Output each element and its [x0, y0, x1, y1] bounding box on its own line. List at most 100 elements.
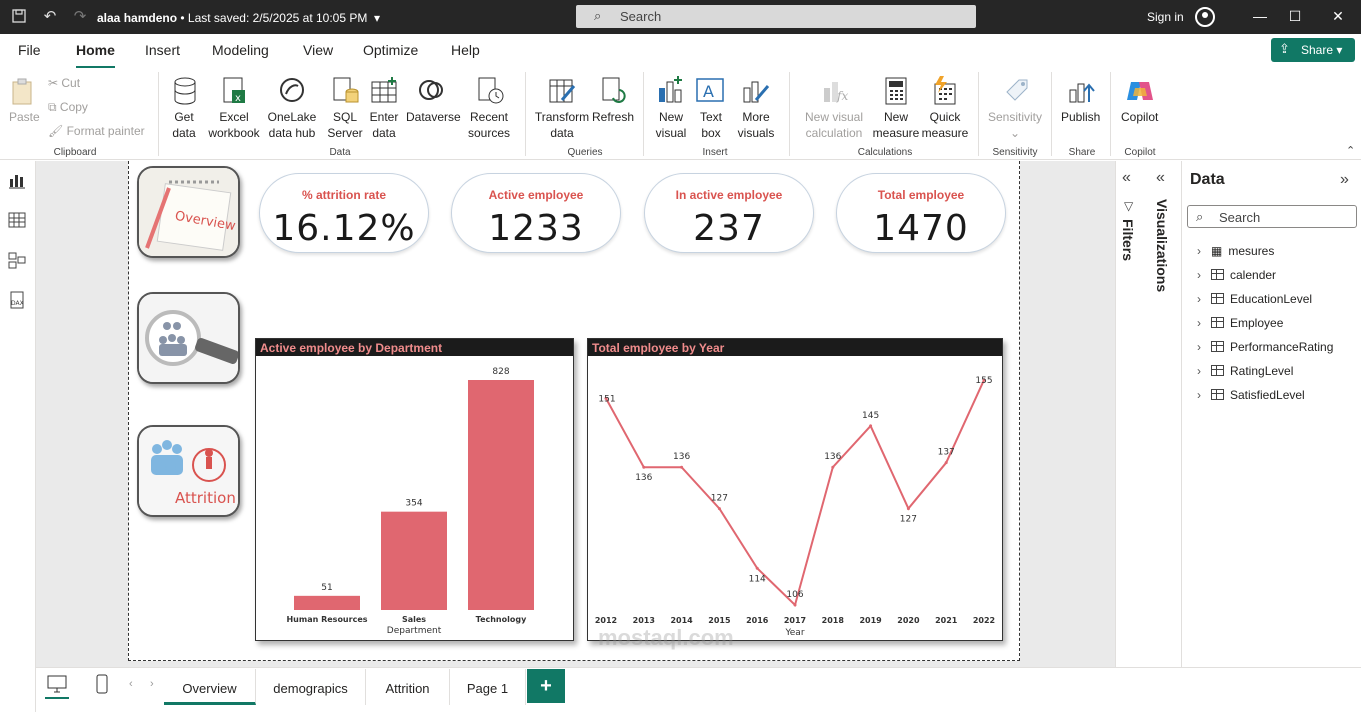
bar-chart-active-by-department[interactable]: Active employee by Department 51 Human Re…	[255, 338, 574, 641]
page-tab-overview[interactable]: Overview	[164, 669, 256, 705]
kpi-card-inactive-employee[interactable]: In active employee 237	[644, 173, 814, 253]
data-search-input[interactable]: ⌕ Search	[1187, 205, 1357, 228]
cut-button[interactable]: ✂ Cut	[48, 75, 80, 91]
recent-sources-button[interactable]: Recent sources	[467, 110, 511, 140]
get-data-button[interactable]: Get data	[166, 109, 202, 141]
maximize-icon[interactable]: ☐	[1288, 8, 1302, 24]
line-chart-total-by-year[interactable]: Total employee by Year 151 2012 136 2013 136…	[587, 338, 1003, 641]
kpi-label: Active employee	[488, 188, 584, 202]
menu-insert[interactable]: Insert	[145, 42, 181, 58]
tree-item-satisfiedlevel[interactable]: › SatisfiedLevel	[1197, 388, 1305, 402]
bar	[468, 380, 534, 610]
tree-item-employee[interactable]: › Employee	[1197, 316, 1283, 330]
menu-view[interactable]: View	[303, 42, 334, 58]
expand-pane-icon[interactable]: »	[1340, 171, 1349, 188]
new-visual-calculation-button[interactable]: New visual calculation	[804, 110, 864, 140]
kpi-value: 1470	[873, 208, 969, 249]
chevron-down-icon: ▾	[370, 11, 381, 25]
onelake-button[interactable]: OneLake data hub	[267, 110, 317, 140]
scroll-left-icon[interactable]: ‹	[129, 678, 133, 690]
cut-icon: ✂	[48, 76, 62, 90]
ribbon-divider	[1051, 72, 1052, 156]
data-point	[869, 424, 873, 428]
transform-data-button[interactable]: Transform data	[534, 110, 590, 140]
new-visual-button[interactable]: New visual	[655, 110, 687, 140]
search-bar[interactable]: ⌕ Search	[576, 5, 976, 28]
collapse-filters-icon[interactable]: «	[1122, 169, 1131, 186]
data-label: 114	[749, 574, 766, 584]
mobile-layout-icon[interactable]	[96, 674, 108, 699]
ribbon-divider	[158, 72, 159, 156]
kpi-card-total-employee[interactable]: Total employee 1470	[836, 173, 1006, 253]
get-data-label: Get data	[172, 110, 196, 140]
x-tick-label: Human Resources	[286, 615, 367, 624]
menu-optimize[interactable]: Optimize	[363, 42, 419, 58]
new-visual-icon	[657, 76, 685, 106]
onelake-icon	[278, 76, 306, 106]
excel-workbook-button[interactable]: Excel workbook	[208, 110, 260, 140]
format-painter-button[interactable]: 🖌 Format painter	[48, 123, 145, 139]
menu-help[interactable]: Help	[451, 42, 480, 58]
data-label: 127	[711, 494, 728, 504]
title-bar: ↶ ↷ alaa hamdeno • Last saved: 2/5/2025 …	[0, 0, 1361, 34]
tree-item-label: RatingLevel	[1230, 364, 1294, 378]
scroll-right-icon[interactable]: ›	[150, 678, 154, 690]
desktop-layout-icon[interactable]	[47, 675, 67, 698]
sensitivity-button[interactable]: Sensitivity ⌄	[987, 109, 1043, 141]
page-tab-demograpics[interactable]: demograpics	[256, 669, 366, 705]
sensitivity-label: Sensitivity	[987, 110, 1043, 124]
document-title[interactable]: alaa hamdeno • Last saved: 2/5/2025 at 1…	[97, 11, 380, 25]
avatar-icon[interactable]	[1195, 7, 1215, 27]
page-tab-attrition[interactable]: Attrition	[366, 669, 450, 705]
table-view-icon[interactable]	[7, 211, 27, 231]
menu-home[interactable]: Home	[76, 42, 115, 69]
attrition-nav-button[interactable]: Attrition	[137, 425, 240, 517]
add-page-button[interactable]: +	[527, 669, 565, 703]
model-view-icon[interactable]	[7, 251, 27, 271]
share-button[interactable]: ⇪ Share ▾	[1271, 38, 1355, 62]
more-visuals-button[interactable]: More visuals	[737, 110, 775, 140]
tree-item-calender[interactable]: › calender	[1197, 268, 1276, 282]
filters-pane-tab[interactable]: Filters	[1120, 219, 1136, 262]
minimize-icon[interactable]: —	[1253, 8, 1267, 24]
report-view-icon[interactable]	[7, 171, 27, 191]
sign-in-link[interactable]: Sign in	[1147, 10, 1184, 24]
tree-item-ratinglevel[interactable]: › RatingLevel	[1197, 364, 1293, 378]
kpi-card-active-employee[interactable]: Active employee 1233	[451, 173, 621, 253]
overview-nav-button[interactable]: Overview	[137, 166, 240, 258]
visualizations-pane-tab[interactable]: Visualizations	[1154, 199, 1170, 293]
menu-file[interactable]: File	[18, 42, 41, 58]
sql-server-button[interactable]: SQL Server	[327, 110, 363, 140]
kpi-card-attrition-rate[interactable]: % attrition rate 16.12%	[259, 173, 429, 253]
data-point	[831, 465, 835, 469]
tree-item-mesures[interactable]: › ▦ mesures	[1197, 244, 1274, 258]
cut-label: Cut	[61, 76, 81, 90]
paste-button[interactable]: Paste	[9, 110, 40, 124]
publish-button[interactable]: Publish	[1061, 110, 1101, 124]
page-tab-page-1[interactable]: Page 1	[450, 669, 526, 705]
x-tick-label: 2019	[859, 616, 882, 625]
save-icon[interactable]	[10, 8, 28, 26]
new-measure-button[interactable]: New measure	[872, 110, 920, 140]
enter-data-button[interactable]: Enter data	[369, 110, 399, 140]
active-layout-indicator	[45, 697, 69, 699]
transform-data-icon	[548, 76, 576, 106]
copilot-button[interactable]: Copilot	[1121, 110, 1159, 124]
menu-modeling[interactable]: Modeling	[212, 42, 269, 58]
tree-item-performancerating[interactable]: › PerformanceRating	[1197, 340, 1333, 354]
demographics-nav-button[interactable]	[137, 292, 240, 384]
refresh-button[interactable]: Refresh	[592, 110, 635, 124]
bar-chart-plot: 51 Human Resources 354 Sales 828 Technology De…	[286, 367, 534, 636]
redo-icon[interactable]: ↷	[73, 8, 87, 25]
quick-measure-button[interactable]: Quick measure	[921, 110, 969, 140]
collapse-ribbon-icon[interactable]: ⌃	[1346, 145, 1356, 157]
dax-query-view-icon[interactable]: DAX	[7, 291, 27, 311]
dataverse-button[interactable]: Dataverse	[406, 110, 461, 124]
close-icon[interactable]: ✕	[1332, 8, 1344, 24]
collapse-visualizations-icon[interactable]: «	[1156, 169, 1165, 186]
copy-button[interactable]: ⧉ Copy	[48, 99, 88, 115]
text-box-button[interactable]: Text box	[699, 110, 722, 140]
tree-item-educationlevel[interactable]: › EducationLevel	[1197, 292, 1312, 306]
undo-icon[interactable]: ↶	[43, 8, 57, 25]
ribbon-divider	[643, 72, 644, 156]
